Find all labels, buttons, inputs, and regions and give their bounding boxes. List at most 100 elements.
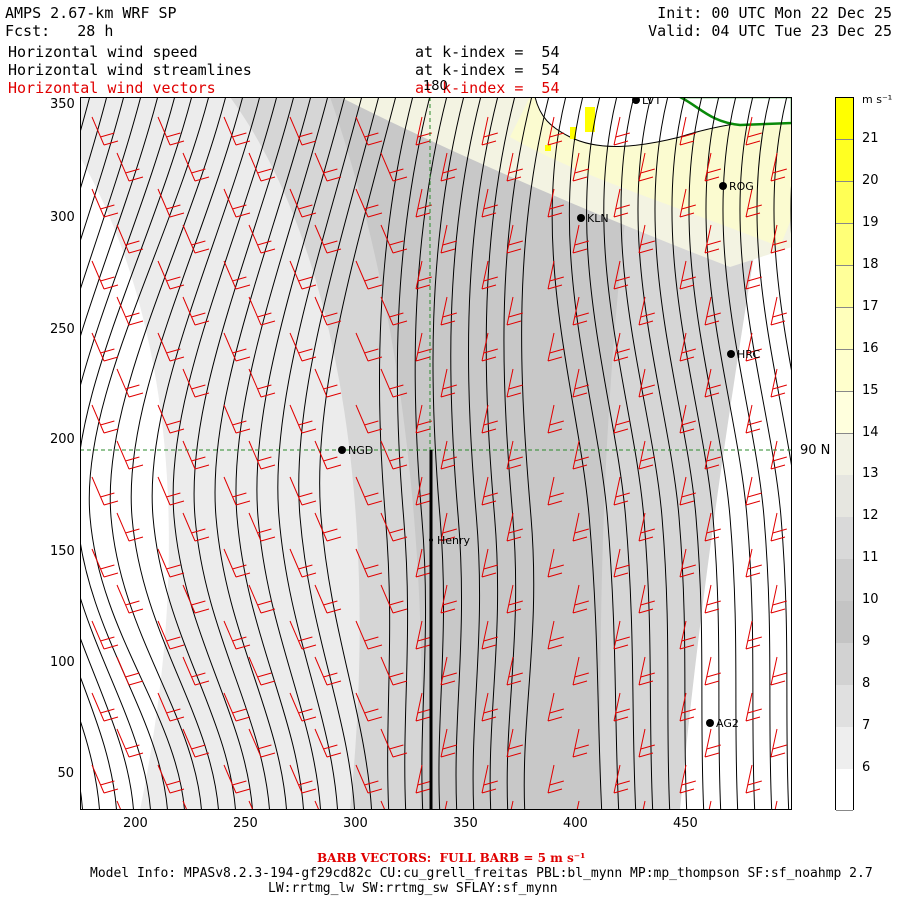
wind-barb <box>481 620 498 650</box>
streamline <box>722 97 773 810</box>
y-tick-label: 350 <box>50 97 75 112</box>
wind-barb <box>182 440 210 470</box>
wind-barb <box>223 764 251 794</box>
wind-barb <box>380 584 408 614</box>
wind-barb <box>314 440 342 470</box>
wind-barb <box>380 800 386 810</box>
wind-barb <box>576 800 580 810</box>
colorbar-swatch <box>836 98 853 141</box>
speed-max-patch <box>570 127 576 139</box>
wind-barb <box>440 296 457 326</box>
colorbar-swatch <box>836 391 853 435</box>
wind-barb <box>91 620 119 650</box>
wind-barb <box>415 332 432 362</box>
parallel-label: 90 N <box>800 443 831 458</box>
wind-barb <box>770 584 787 614</box>
wind-barb <box>745 764 762 794</box>
wind-barb <box>506 728 523 758</box>
wind-barb <box>638 224 655 254</box>
colorbar-level-label: 16 <box>862 340 879 356</box>
y-tick-label: 250 <box>50 322 75 337</box>
wind-barb <box>481 692 498 722</box>
streamline <box>468 97 499 810</box>
wind-barb <box>770 440 787 470</box>
wind-barb <box>679 260 696 290</box>
wind-barb <box>679 188 696 218</box>
wind-barb <box>116 728 144 758</box>
wind-barb <box>415 548 432 578</box>
colorbar-swatch <box>836 349 853 393</box>
colorbar-level-label: 17 <box>862 298 879 314</box>
colorbar-swatch <box>836 601 853 644</box>
wind-barb <box>380 440 408 470</box>
wind-barb <box>157 476 185 506</box>
wind-barb <box>289 620 317 650</box>
wind-barb <box>506 656 523 686</box>
wind-barb <box>355 116 383 146</box>
wind-barb <box>679 692 696 722</box>
station-marker <box>719 182 727 190</box>
wind-barb <box>481 332 498 362</box>
wind-barb <box>547 476 564 506</box>
wind-barb <box>116 296 144 326</box>
wind-barb <box>440 512 457 542</box>
field-level-vectors: at k-index = 54 <box>415 79 560 97</box>
station-marker <box>632 97 640 104</box>
wind-barb <box>547 548 564 578</box>
colorbar-level-label: 9 <box>862 634 871 650</box>
colorbar-level-label: 15 <box>862 382 879 398</box>
wind-barb <box>440 440 457 470</box>
streamline <box>88 97 210 810</box>
wind-barb <box>613 476 630 506</box>
y-tick-label: 200 <box>50 432 75 447</box>
wind-barb <box>182 800 188 810</box>
wind-barb <box>547 332 564 362</box>
wind-barb <box>572 584 589 614</box>
wind-barb <box>745 476 762 506</box>
wind-barb <box>547 188 564 218</box>
valid-time: Valid: 04 UTC Tue 23 Dec 25 <box>648 22 892 40</box>
wind-barb <box>506 368 523 398</box>
wind-barb <box>415 116 432 146</box>
wind-barb <box>182 224 210 254</box>
wind-barb <box>223 188 251 218</box>
station-label: LVT <box>642 97 661 107</box>
wind-barb <box>440 728 457 758</box>
speed-colorbar <box>835 97 854 812</box>
wind-barb <box>116 656 144 686</box>
wind-barb <box>613 188 630 218</box>
wind-barb <box>679 620 696 650</box>
wind-barb <box>314 656 342 686</box>
field-name-speed: Horizontal wind speed <box>8 43 198 61</box>
field-level-speed: at k-index = 54 <box>415 43 560 61</box>
speed-shading-edge-white <box>710 427 792 810</box>
streamline <box>773 97 792 377</box>
colorbar-swatch <box>836 307 853 351</box>
wind-barb <box>289 332 317 362</box>
streamline <box>298 97 380 810</box>
streamline <box>80 97 176 810</box>
wind-barb <box>314 152 342 182</box>
wind-barb <box>572 440 589 470</box>
wind-barb <box>774 800 778 810</box>
streamline <box>80 97 142 810</box>
x-tick-label: 300 <box>343 816 368 831</box>
wind-barb <box>380 368 408 398</box>
colorbar-swatch <box>836 727 853 770</box>
wind-barb <box>704 512 721 542</box>
wind-barb <box>440 368 457 398</box>
colorbar-level-label: 11 <box>862 550 879 566</box>
wind-barb <box>248 224 276 254</box>
wind-barb <box>547 620 564 650</box>
wind-barb <box>704 224 721 254</box>
streamline <box>396 97 431 810</box>
colorbar-level-label: 19 <box>862 214 879 230</box>
wind-barb <box>355 692 383 722</box>
streamlines <box>80 97 792 810</box>
wind-barb <box>572 152 589 182</box>
wind-barb <box>572 656 589 686</box>
streamline <box>172 97 278 810</box>
wind-barb <box>248 296 276 326</box>
wind-barb <box>380 296 408 326</box>
streamline <box>378 97 414 810</box>
